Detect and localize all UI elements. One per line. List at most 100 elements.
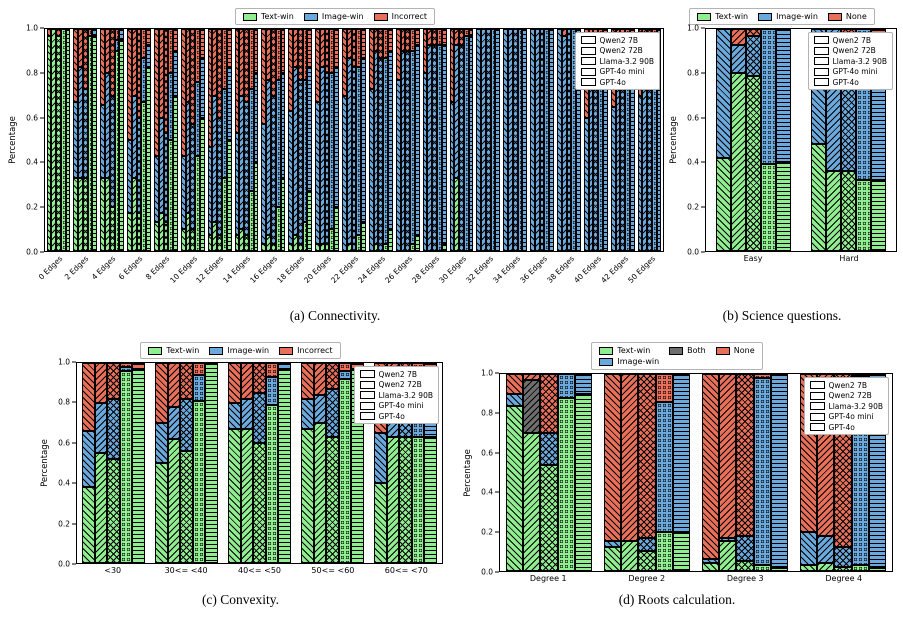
segment-image-win — [495, 29, 501, 251]
y-axis-label-b: Percentage — [667, 28, 680, 252]
segment-image-win — [342, 95, 347, 251]
segment-text-win — [190, 228, 196, 251]
bar-gpt-4o — [656, 29, 662, 251]
segment-text-win — [868, 567, 887, 571]
segment-incorrect — [313, 363, 327, 395]
segment-incorrect — [326, 363, 339, 389]
bar-qwen2-72b — [293, 29, 298, 251]
segment-text-win — [288, 244, 294, 251]
segment-text-win — [523, 433, 541, 571]
bar-llama-3-2-90b — [512, 29, 518, 251]
segment-incorrect — [315, 29, 320, 103]
segment-incorrect — [127, 29, 132, 141]
y-tick-label: 0.2 — [687, 202, 699, 212]
plot-row-d: Percentage 0.0 0.2 0.4 0.6 0.8 1.0 Qwen2 7B Qw… — [461, 369, 893, 577]
segment-text-win — [719, 541, 737, 571]
segment-image-win — [361, 57, 366, 223]
bar-gpt-4o-mini — [655, 374, 673, 571]
segment-incorrect — [226, 29, 232, 67]
bar-qwen2-7b — [228, 363, 241, 563]
segment-text-win — [253, 162, 259, 251]
segment-image-win — [329, 73, 335, 229]
x-tick-label: 28 Edges — [410, 254, 442, 285]
segment-image-win — [73, 102, 79, 178]
segment-incorrect — [261, 29, 267, 125]
bar-llama-3-2-90b — [136, 29, 142, 251]
model-legend-swatch-gpt-4o — [809, 423, 825, 431]
segment-text-win — [834, 567, 852, 571]
bar-group — [598, 374, 696, 571]
segment-image-win — [672, 374, 691, 532]
segment-text-win — [114, 51, 120, 251]
segment-text-win — [132, 369, 145, 563]
legend-swatch-none — [827, 12, 842, 21]
segment-image-win — [574, 374, 593, 394]
bar-gpt-4o-mini — [356, 29, 362, 251]
bar-group — [233, 29, 260, 251]
segment-incorrect — [207, 29, 213, 147]
plot-row-a: Percentage 0.0 0.2 0.4 0.6 0.8 1.0 Qwen2 7B Qw… — [6, 24, 664, 257]
segment-incorrect — [248, 29, 254, 89]
x-tick-label: 36 Edges — [518, 254, 550, 285]
y-tick-mark — [40, 161, 44, 163]
segment-image-win — [368, 88, 374, 251]
bar-gpt-4o-mini — [60, 29, 66, 251]
segment-image-win — [770, 374, 789, 568]
segment-image-win — [168, 73, 174, 140]
segment-image-win — [158, 117, 164, 214]
y-axis-ticks-d: 0.0 0.2 0.4 0.6 0.8 1.0 — [474, 369, 499, 577]
segment-image-win — [234, 133, 240, 236]
x-tick-label: 4 Edges — [90, 254, 118, 282]
segment-text-win — [302, 222, 308, 251]
x-tick-label: 32 Edges — [464, 254, 496, 285]
model-legend-swatch-qwen2-72b — [580, 46, 596, 55]
segment-text-win — [158, 213, 164, 251]
segment-incorrect — [395, 29, 401, 81]
legend-label: Image-win — [617, 357, 660, 366]
segment-image-win — [761, 29, 776, 165]
segment-incorrect — [190, 29, 196, 125]
model-legend-label: Llama-3.2 90B — [828, 401, 883, 411]
segment-text-win — [153, 222, 159, 251]
bar-qwen2-72b — [105, 29, 110, 251]
bar-gpt-4o — [522, 29, 528, 251]
bar-gpt-4o — [468, 29, 474, 251]
segment-incorrect — [324, 29, 330, 74]
bar-llama-3-2-90b — [566, 29, 572, 251]
segment-incorrect — [329, 29, 335, 74]
segment-text-win — [326, 437, 339, 563]
segment-image-win — [405, 51, 411, 251]
segment-text-win — [180, 451, 193, 563]
bar-qwen2-72b — [523, 374, 541, 571]
x-tick-label: Easy — [743, 254, 763, 263]
x-tick-label: Degree 3 — [726, 574, 764, 583]
segment-text-win — [51, 29, 57, 251]
bar-qwen2-72b — [454, 29, 460, 251]
segment-text-win — [261, 244, 267, 251]
bar-gpt-4o-mini — [302, 29, 308, 251]
segment-legend-d: Text-win Image-win Both None — [591, 342, 763, 370]
legend-item-text-win: Text-win — [599, 345, 659, 356]
segment-image-win — [346, 57, 352, 245]
segment-image-win — [746, 35, 761, 76]
legend-swatch-image-win — [758, 12, 773, 21]
segment-image-win — [240, 399, 254, 429]
model-legend-item-llama-3-2-90b: Llama-3.2 90B — [809, 401, 883, 411]
model-legend-swatch-qwen2-72b — [809, 391, 825, 400]
bar-qwen2-72b — [240, 363, 254, 563]
segment-incorrect — [222, 29, 227, 89]
legend-swatch-text-win — [148, 346, 163, 355]
model-legend-swatch-gpt-4o — [580, 78, 596, 86]
model-legend-item-qwen2-72b: Qwen2 72B — [580, 46, 654, 55]
model-legend-item-qwen2-72b: Qwen2 72B — [359, 380, 433, 389]
segment-image-win — [410, 51, 415, 245]
segment-image-win — [702, 559, 720, 564]
segment-text-win — [574, 393, 593, 571]
segment-incorrect — [275, 29, 281, 81]
segment-image-win — [436, 44, 442, 251]
segment-image-win — [199, 57, 205, 118]
bar-llama-3-2-90b — [270, 29, 276, 251]
y-tick-mark — [495, 452, 499, 454]
segment-image-win — [253, 393, 266, 443]
segment-incorrect — [387, 29, 393, 52]
